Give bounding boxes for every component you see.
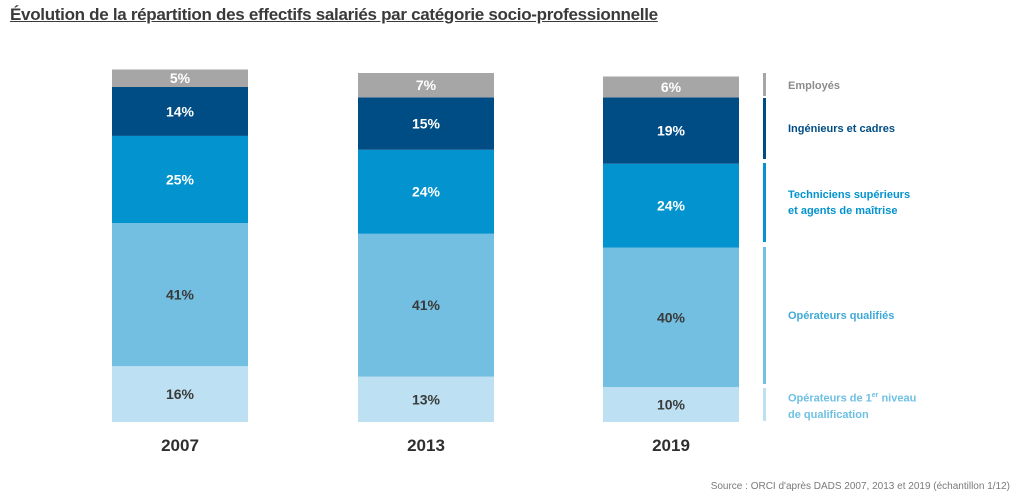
bar-segment-2007-3 <box>112 87 248 136</box>
data-label-2007-4: 5% <box>170 70 191 86</box>
bar-segment-2007-0 <box>112 366 248 422</box>
bar-segment-2019-3 <box>603 97 739 164</box>
legend-marker-1 <box>763 98 766 159</box>
data-label-2007-1: 41% <box>166 287 195 303</box>
data-label-2013-1: 41% <box>412 297 441 313</box>
legend-item-4: Opérateurs de 1er niveau de qualification <box>788 388 916 423</box>
data-label-2013-4: 7% <box>416 77 437 93</box>
legend-item-line1: Ingénieurs et cadres <box>788 123 895 135</box>
legend-marker-2 <box>763 163 766 242</box>
bar-segment-2007-2 <box>112 135 248 224</box>
legend-marker-4 <box>763 388 766 421</box>
data-label-2013-0: 13% <box>412 391 441 407</box>
legend-item-3: Opérateurs qualifiés <box>788 308 894 324</box>
legend-item-1: Ingénieurs et cadres <box>788 121 895 137</box>
data-label-2019-0: 10% <box>657 397 686 413</box>
bar-segment-2019-4 <box>603 76 739 98</box>
bar-segment-2019-0 <box>603 387 739 422</box>
data-label-2007-0: 16% <box>166 386 195 402</box>
legend-item-line2: de qualification <box>788 408 869 421</box>
legend-item-line2: et agents de maîtrise <box>788 205 898 217</box>
bar-segment-2013-3 <box>358 97 494 150</box>
data-label-2013-3: 15% <box>412 116 441 132</box>
data-label-2019-4: 6% <box>661 79 682 95</box>
legend-item-0: Employés <box>788 78 840 94</box>
category-label-2019: 2019 <box>652 436 690 455</box>
bar-segment-2007-1 <box>112 223 248 367</box>
data-label-2013-2: 24% <box>412 184 441 200</box>
legend-item-line1: Employés <box>788 80 840 92</box>
category-label-2007: 2007 <box>161 436 199 455</box>
category-label-2013: 2013 <box>407 436 445 455</box>
bar-segment-2013-4 <box>358 73 494 98</box>
legend-item-line1: Opérateurs de 1er niveau <box>788 392 917 405</box>
data-label-2019-1: 40% <box>657 309 686 325</box>
legend-item-line1: Techniciens supérieurs <box>788 189 911 201</box>
legend-marker-3 <box>763 247 766 384</box>
bar-segment-2013-2 <box>358 149 494 234</box>
bar-segment-2013-1 <box>358 233 494 377</box>
legend-item-line1: Opérateurs qualifiés <box>788 310 895 322</box>
bar-segment-2007-4 <box>112 69 248 87</box>
bar-segment-2013-0 <box>358 376 494 422</box>
legend-item-2: Techniciens supérieurs et agents de maîtr… <box>788 187 910 219</box>
data-label-2019-3: 19% <box>657 123 686 139</box>
chart-title: Évolution de la répartition des effectif… <box>10 5 658 24</box>
bar-segment-2019-1 <box>603 247 739 388</box>
source-note: Source : ORCI d'après DADS 2007, 2013 et… <box>710 481 1010 492</box>
legend-marker-0 <box>763 73 766 96</box>
data-label-2019-2: 24% <box>657 198 686 214</box>
data-label-2007-3: 14% <box>166 103 195 119</box>
data-label-2007-2: 25% <box>166 171 195 187</box>
bar-segment-2019-2 <box>603 163 739 248</box>
